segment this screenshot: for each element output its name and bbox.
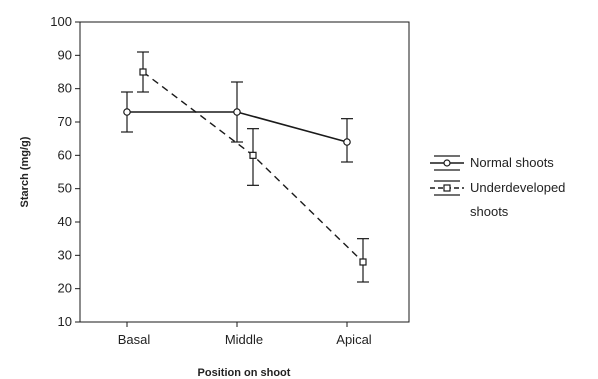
data-point [249,151,257,159]
y-tick-label-70: 70 [58,114,72,129]
legend-label: Normal shoots [470,155,554,170]
legend-entry-underdeveloped-shoots: Underdeveloped shoots [430,180,565,219]
data-point [359,258,367,266]
series-underdeveloped-shoots [137,51,369,283]
data-point [343,138,351,146]
y-tick-label-20: 20 [58,281,72,296]
y-tick-label-90: 90 [58,47,72,62]
y-tick-label-40: 40 [58,214,72,229]
y-tick-label-50: 50 [58,181,72,196]
legend-entry-normal-shoots: Normal shoots [430,155,554,171]
x-axis-title: Position on shoot [198,367,291,379]
series-normal-shoots [121,81,353,163]
y-tick-label-30: 30 [58,247,72,262]
y-tick-label-10: 10 [58,314,72,329]
data-point [139,68,147,76]
legend: Normal shoots Underdeveloped shoots [430,155,565,219]
x-tick-label-apical: Apical [336,332,372,347]
legend-marker [443,184,451,192]
legend-marker [443,159,451,167]
data-point [123,108,131,116]
x-tick-label-basal: Basal [118,332,151,347]
y-tick-label-80: 80 [58,81,72,96]
x-tick-label-middle: Middle [225,332,263,347]
legend-label: Underdeveloped shoots [470,180,565,219]
data-point [233,108,241,116]
y-tick-label-60: 60 [58,147,72,162]
y-tick-label-100: 100 [50,14,72,29]
y-axis-title: Starch (mg/g) [19,136,31,207]
plot-frame [79,21,410,323]
